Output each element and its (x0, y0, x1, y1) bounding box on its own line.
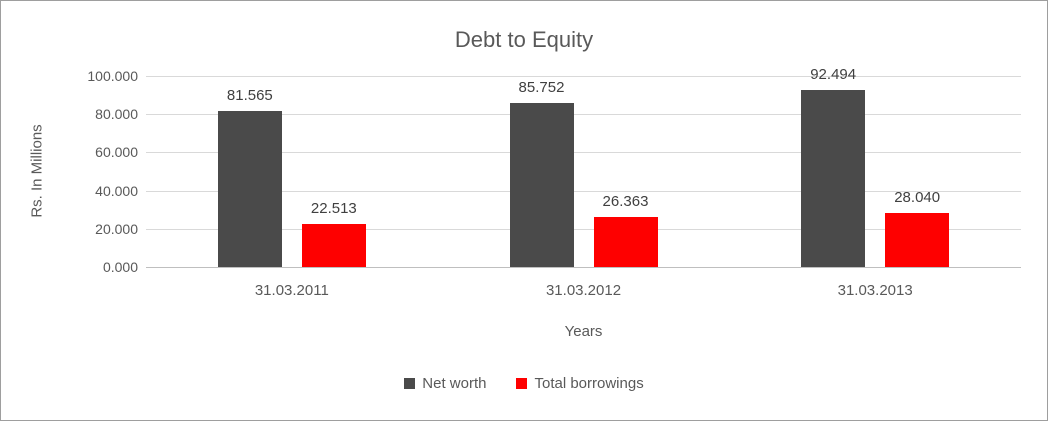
bar-value-label: 81.565 (226, 87, 273, 105)
gridline (146, 190, 1021, 192)
bar-value-label: 28.040 (894, 189, 941, 207)
y-tick-label: 100.000 (87, 68, 138, 84)
y-tick-label: 0.000 (102, 259, 138, 275)
bar-net-worth: 81.565 (217, 87, 282, 267)
y-tick-label: 20.000 (95, 220, 138, 237)
legend-label: Net worth (422, 375, 487, 392)
legend-swatch-icon (404, 378, 416, 389)
chart-title: Debt to Equity (454, 27, 594, 52)
bar-value-label: 85.752 (518, 79, 565, 97)
legend-item-total-borrowings: Total borrowings (516, 375, 644, 392)
legend: Net worth Total borrowings (1, 375, 1047, 392)
gridline (146, 152, 1021, 154)
x-tick-label: 31.03.2011 (254, 282, 329, 299)
gridline (146, 228, 1021, 230)
gridline (146, 76, 1021, 77)
x-tick-label: 31.03.2013 (837, 282, 913, 299)
bar-net-worth: 85.752 (509, 79, 574, 267)
bar-value-label: 26.363 (602, 192, 649, 210)
gridline (146, 114, 1021, 116)
bar-total-borrowings: 28.040 (885, 189, 950, 267)
bar-value-label: 92.494 (810, 66, 857, 84)
y-tick-label: 80.000 (95, 106, 138, 123)
bar-total-borrowings: 22.513 (301, 200, 366, 267)
x-axis-title: Years (564, 323, 603, 340)
y-tick-label: 40.000 (95, 182, 138, 199)
y-tick-label: 60.000 (95, 144, 138, 161)
legend-swatch-icon (516, 378, 528, 389)
gridline (146, 267, 1021, 268)
bar-total-borrowings: 26.363 (593, 193, 658, 267)
bar-net-worth: 92.494 (801, 66, 866, 267)
legend-label: Total borrowings (534, 375, 644, 392)
y-axis-title: Rs. In Millions (28, 124, 46, 218)
x-tick-label: 31.03.2012 (545, 282, 622, 299)
bar-value-label: 22.513 (310, 200, 357, 218)
legend-item-net-worth: Net worth (404, 375, 486, 392)
plot-area: 81.565 22.513 85.752 26.363 92.494 28.040 (146, 66, 1021, 268)
